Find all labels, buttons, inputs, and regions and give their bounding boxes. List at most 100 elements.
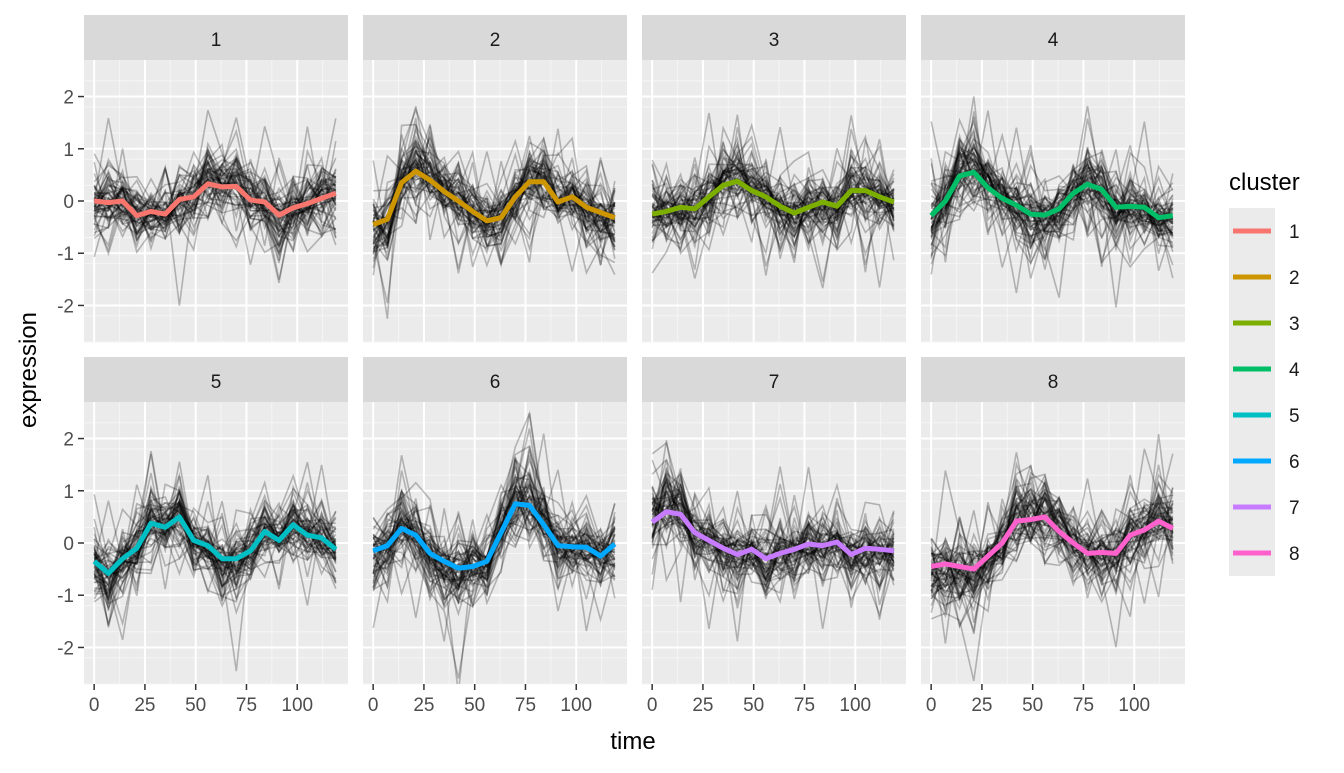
gene-trajectory bbox=[652, 147, 895, 236]
gene-trajectory bbox=[651, 163, 895, 257]
gene-trajectory bbox=[372, 136, 616, 253]
gene-trajectory bbox=[372, 455, 616, 608]
gene-trajectory bbox=[930, 148, 1174, 262]
gene-trajectory bbox=[93, 152, 337, 280]
gene-trajectory bbox=[373, 489, 616, 604]
gene-trajectories bbox=[650, 440, 895, 642]
facet-strip-5 bbox=[84, 357, 348, 402]
gene-trajectory bbox=[372, 497, 616, 582]
cluster-6-mean-line bbox=[372, 501, 617, 571]
legend-item-5: 5 bbox=[1229, 392, 1300, 438]
gene-trajectory bbox=[93, 149, 337, 261]
gene-trajectory bbox=[930, 475, 1173, 606]
facet-strip-label: 4 bbox=[1048, 30, 1059, 51]
gene-trajectory bbox=[930, 476, 1174, 598]
gene-trajectory bbox=[372, 150, 616, 251]
gene-trajectory bbox=[930, 505, 1174, 585]
gene-trajectory bbox=[651, 489, 895, 578]
gene-trajectory bbox=[651, 467, 895, 629]
gene-trajectory bbox=[372, 149, 616, 243]
gene-trajectory bbox=[930, 460, 1174, 591]
gene-trajectory bbox=[930, 490, 1173, 598]
facet-panel-6: 6 bbox=[363, 357, 627, 685]
gene-trajectory bbox=[372, 157, 615, 249]
gene-trajectory bbox=[93, 503, 336, 582]
gene-trajectory bbox=[93, 498, 337, 570]
gene-trajectory bbox=[930, 149, 1174, 260]
gene-trajectory bbox=[930, 154, 1174, 231]
gene-trajectory bbox=[930, 118, 1174, 250]
gene-trajectory bbox=[651, 148, 895, 226]
gene-trajectory bbox=[372, 142, 616, 269]
cluster-2-mean-line bbox=[372, 168, 616, 227]
x-tick-label: 100 bbox=[839, 695, 871, 716]
gene-trajectory bbox=[930, 105, 1174, 235]
gene-trajectory bbox=[651, 157, 895, 245]
gene-trajectory bbox=[930, 149, 1174, 252]
gene-trajectories bbox=[372, 106, 616, 319]
gene-trajectory bbox=[93, 503, 337, 570]
gene-trajectory bbox=[651, 142, 895, 229]
gene-trajectory bbox=[651, 474, 895, 578]
gene-trajectory bbox=[372, 511, 615, 612]
gene-trajectories bbox=[651, 112, 895, 289]
x-tick-label: 75 bbox=[515, 695, 536, 716]
gene-trajectory bbox=[930, 498, 1174, 634]
gene-trajectory bbox=[93, 473, 337, 601]
gene-trajectory bbox=[651, 486, 895, 598]
gene-trajectory bbox=[651, 167, 895, 255]
gene-trajectory bbox=[930, 121, 1174, 247]
gene-trajectory bbox=[372, 481, 616, 605]
gene-trajectory bbox=[652, 498, 895, 576]
gene-trajectory bbox=[372, 147, 616, 266]
gene-trajectory bbox=[93, 157, 336, 234]
cluster-4-mean-line bbox=[929, 169, 1174, 221]
gene-trajectory bbox=[651, 481, 895, 582]
gene-trajectory bbox=[93, 491, 337, 628]
gene-trajectory bbox=[93, 471, 337, 598]
gene-trajectory bbox=[651, 112, 895, 250]
gene-trajectory bbox=[930, 162, 1174, 254]
gene-trajectory bbox=[372, 151, 615, 249]
y-tick-label: -1 bbox=[57, 586, 74, 607]
legend-label: 6 bbox=[1289, 452, 1300, 473]
gene-trajectory bbox=[372, 158, 616, 265]
gene-trajectory bbox=[93, 157, 337, 253]
x-tick-label: 0 bbox=[647, 695, 658, 716]
gene-trajectory bbox=[372, 480, 616, 601]
gene-trajectory bbox=[930, 434, 1174, 628]
gene-trajectory bbox=[372, 446, 616, 597]
y-tick-label: 2 bbox=[63, 430, 74, 451]
gene-trajectory bbox=[931, 503, 1174, 598]
y-tick-label: -2 bbox=[57, 638, 74, 659]
gene-trajectory bbox=[93, 496, 337, 604]
gene-trajectory bbox=[93, 141, 336, 252]
gene-trajectory bbox=[372, 175, 616, 240]
facet-strip-4 bbox=[921, 15, 1185, 60]
gene-trajectory bbox=[651, 466, 894, 608]
gene-trajectory bbox=[930, 127, 1174, 298]
gene-trajectory bbox=[930, 137, 1173, 237]
gene-trajectories bbox=[372, 410, 617, 684]
gene-trajectory bbox=[94, 498, 336, 584]
gene-trajectory bbox=[372, 162, 616, 253]
gene-trajectory bbox=[651, 127, 894, 267]
facet-strip-6 bbox=[363, 357, 627, 402]
gene-trajectory bbox=[930, 143, 1173, 232]
gene-trajectory bbox=[372, 139, 616, 240]
x-tick-label: 75 bbox=[236, 695, 257, 716]
gene-trajectory bbox=[651, 470, 895, 594]
gene-trajectory bbox=[372, 138, 616, 267]
gene-trajectory bbox=[372, 155, 616, 266]
gene-trajectory bbox=[93, 511, 336, 641]
gene-trajectory bbox=[372, 149, 616, 264]
gene-trajectory bbox=[930, 490, 1174, 607]
gene-trajectory bbox=[651, 135, 895, 252]
gene-trajectory bbox=[930, 485, 1174, 599]
gene-trajectory bbox=[930, 490, 1174, 592]
x-tick-label: 50 bbox=[185, 695, 206, 716]
facet-strip-label: 6 bbox=[490, 372, 501, 393]
legend-label: 8 bbox=[1289, 544, 1300, 565]
legend-label: 3 bbox=[1289, 314, 1300, 335]
x-tick-label: 100 bbox=[1118, 695, 1150, 716]
